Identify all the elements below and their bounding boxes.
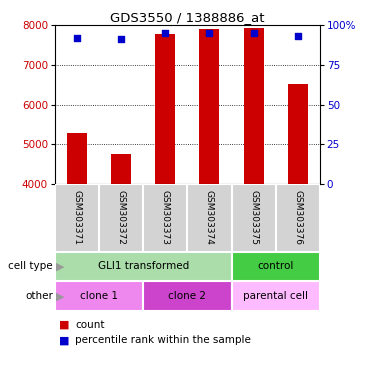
Bar xyxy=(232,184,276,252)
Bar xyxy=(155,34,175,184)
Text: ■: ■ xyxy=(59,320,69,330)
Bar xyxy=(276,184,320,252)
Point xyxy=(74,35,80,41)
Bar xyxy=(67,133,87,184)
Bar xyxy=(244,28,263,184)
Bar xyxy=(111,154,131,184)
Point xyxy=(162,30,168,36)
Text: GLI1 transformed: GLI1 transformed xyxy=(98,262,189,271)
Bar xyxy=(187,184,232,252)
Bar xyxy=(143,184,187,252)
Text: GSM303375: GSM303375 xyxy=(249,190,258,245)
Text: clone 1: clone 1 xyxy=(80,291,118,301)
Text: percentile rank within the sample: percentile rank within the sample xyxy=(75,335,251,345)
Bar xyxy=(99,184,143,252)
Bar xyxy=(232,281,320,311)
Text: parental cell: parental cell xyxy=(243,291,308,301)
Text: GSM303376: GSM303376 xyxy=(293,190,302,245)
Bar xyxy=(232,252,320,281)
Point xyxy=(251,30,257,36)
Text: GSM303373: GSM303373 xyxy=(161,190,170,245)
Text: ▶: ▶ xyxy=(56,262,64,271)
Text: GSM303371: GSM303371 xyxy=(72,190,82,245)
Bar xyxy=(55,281,143,311)
Bar xyxy=(288,84,308,184)
Title: GDS3550 / 1388886_at: GDS3550 / 1388886_at xyxy=(110,11,265,24)
Text: other: other xyxy=(25,291,53,301)
Bar xyxy=(143,281,232,311)
Text: ■: ■ xyxy=(59,335,69,345)
Text: count: count xyxy=(75,320,105,330)
Point xyxy=(206,30,212,36)
Text: GSM303374: GSM303374 xyxy=(205,190,214,245)
Point xyxy=(118,36,124,42)
Text: clone 2: clone 2 xyxy=(168,291,206,301)
Text: GSM303372: GSM303372 xyxy=(116,190,126,245)
Bar xyxy=(200,29,219,184)
Text: ▶: ▶ xyxy=(56,291,64,301)
Text: cell type: cell type xyxy=(9,262,53,271)
Point xyxy=(295,33,301,39)
Bar xyxy=(55,184,99,252)
Bar xyxy=(55,252,232,281)
Text: control: control xyxy=(257,262,294,271)
